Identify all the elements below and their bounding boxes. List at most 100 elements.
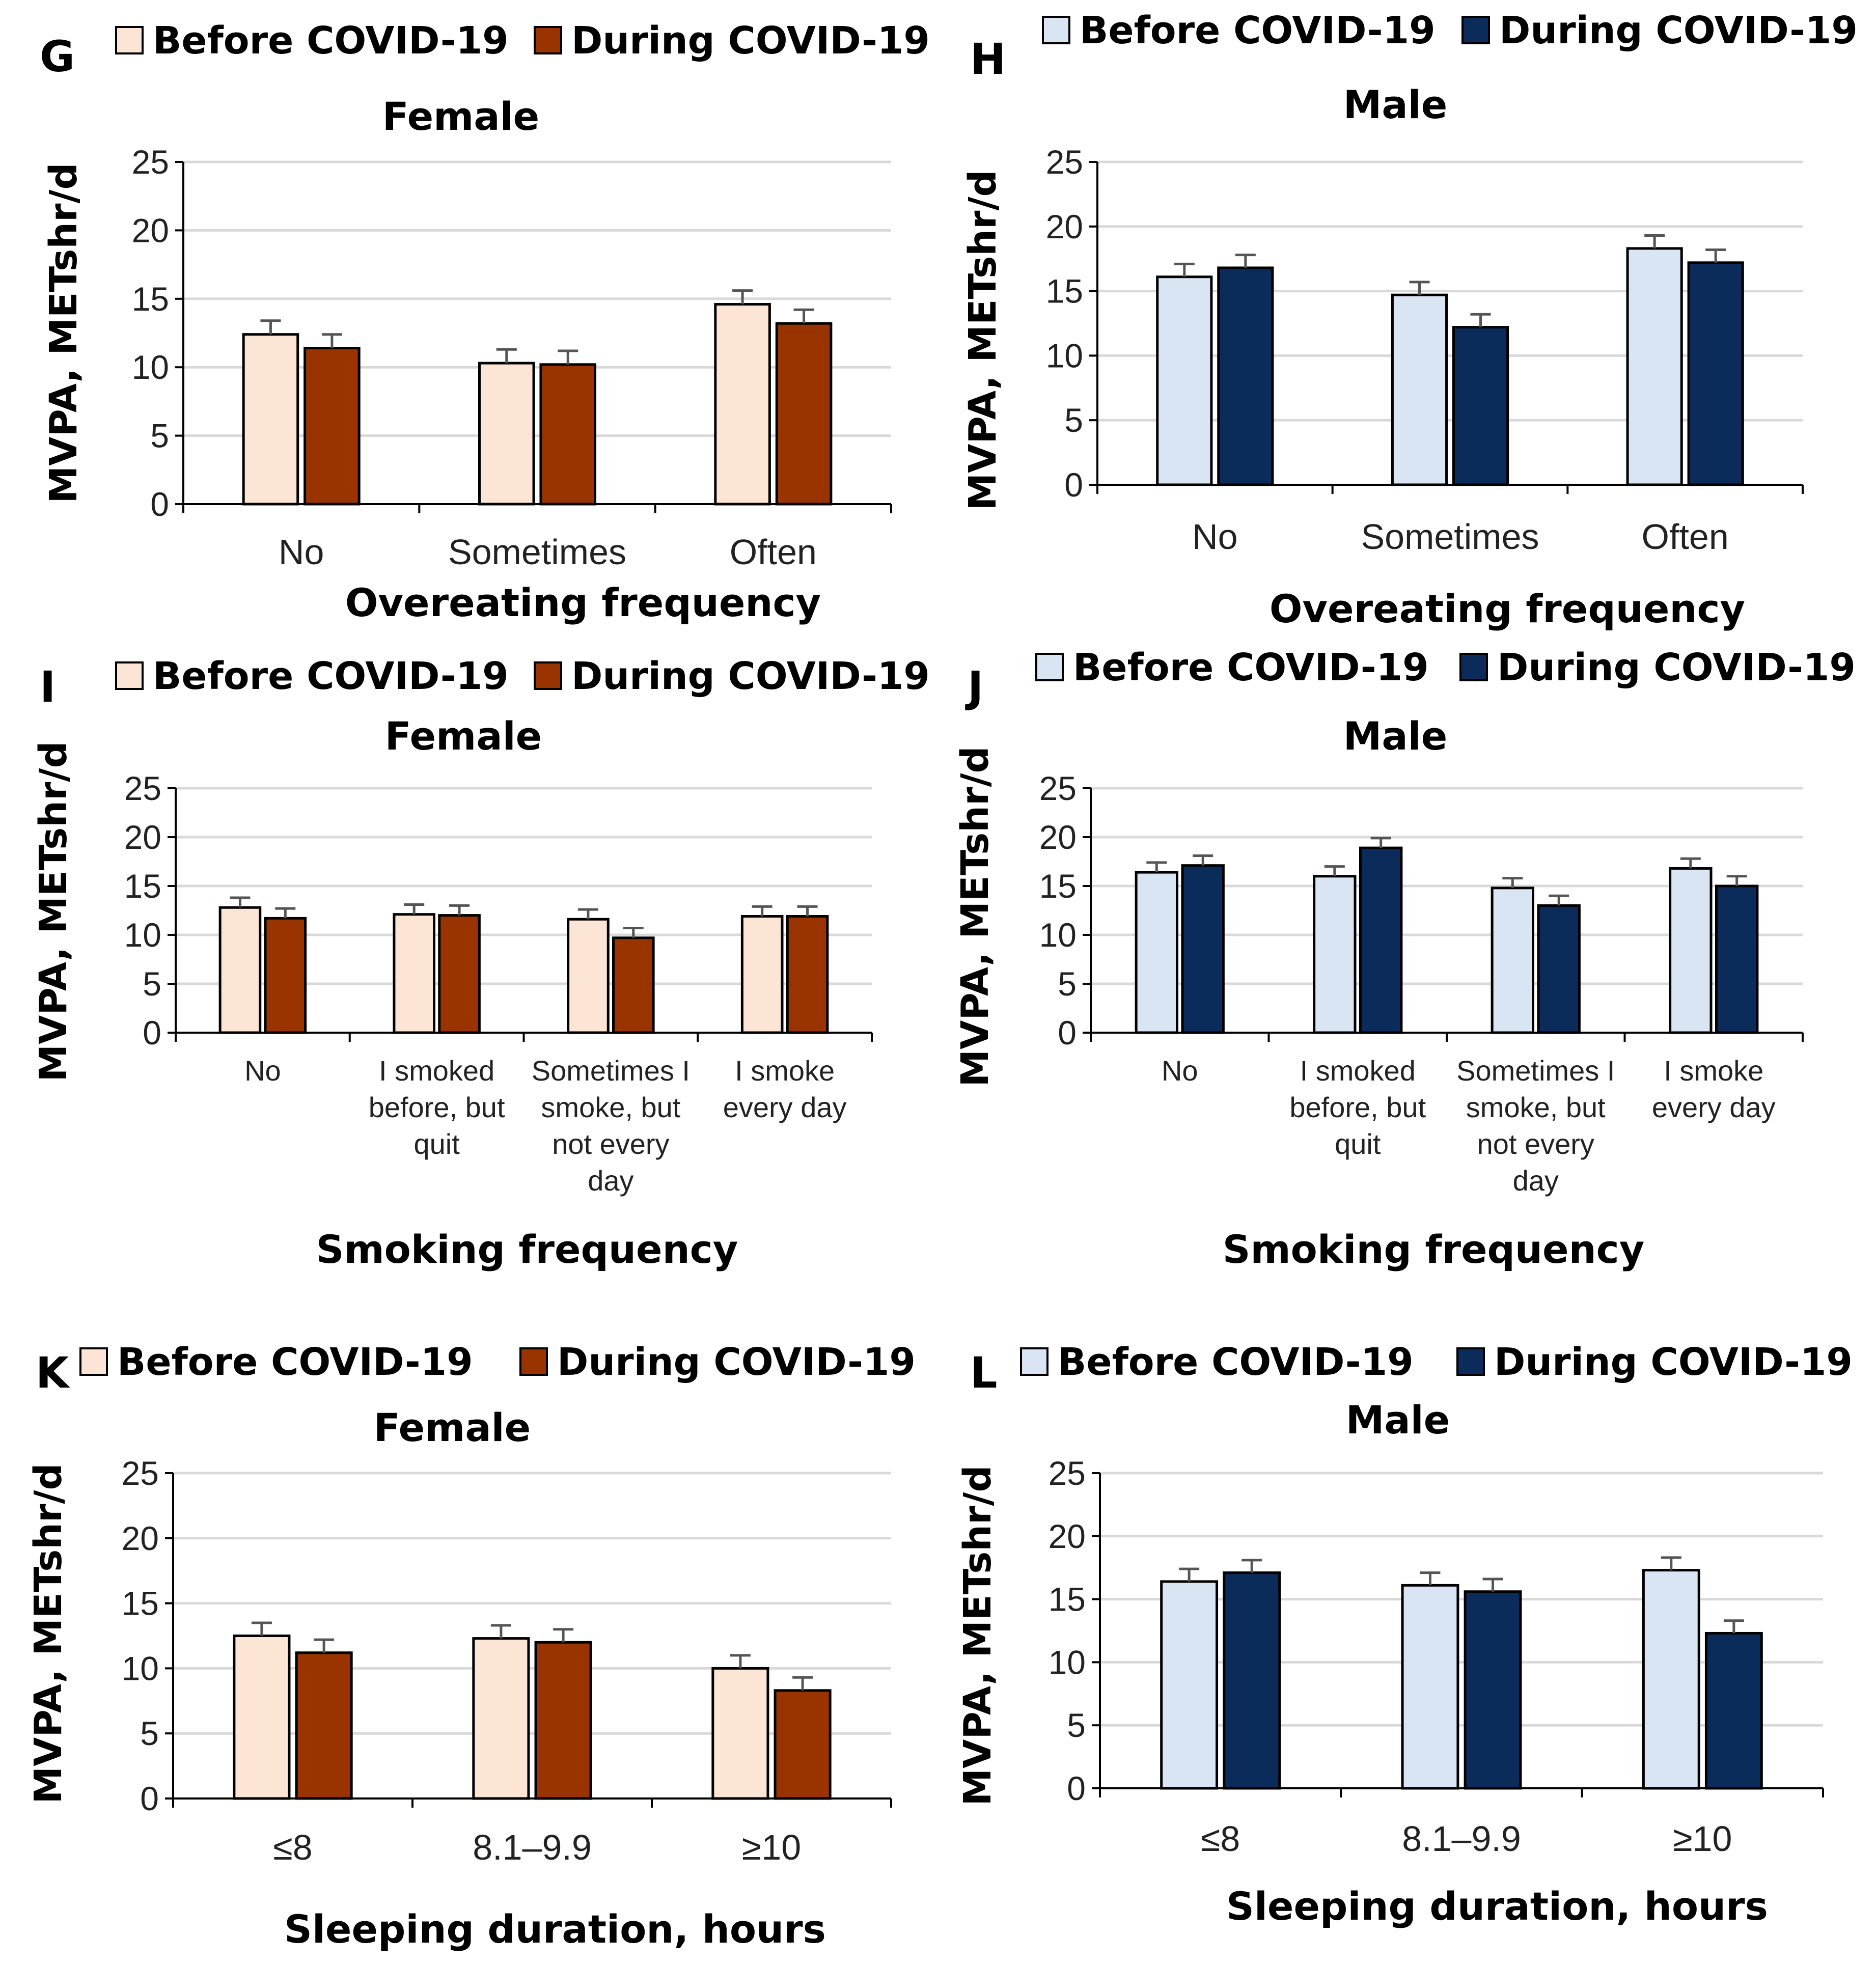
chart-title: Female [382,94,539,139]
bar-during [1181,864,1225,1034]
legend-swatch-before [1042,16,1070,44]
y-tick-label: 10 [1046,337,1083,374]
y-tick-label: 10 [122,1649,159,1687]
bar-during [264,917,307,1034]
category-label-line: every day [723,1091,847,1123]
legend-label-during: During COVID-19 [571,19,930,63]
category-label: Often [730,532,817,572]
category-label: Sometimes [1361,517,1539,557]
bar-during [1359,846,1403,1034]
category-label: ≥10 [742,1828,801,1867]
legend-swatch-before [79,1347,108,1376]
category-label: Often [1642,517,1729,557]
bar-before [1401,1584,1459,1790]
y-tick-label: 5 [140,1714,159,1752]
x-axis-label: Smoking frequency [1223,1227,1645,1272]
bar-during [774,1689,832,1800]
y-tick-label: 25 [1039,769,1077,807]
bar-before [393,913,435,1034]
bar-before [1160,1580,1219,1790]
legend-label-before: Before COVID-19 [1073,646,1429,689]
y-axis-label: MVPA, METshr/d [953,746,997,1087]
panel-g: G Before COVID-19 During COVID-19 Female 0 5 1… [40,19,930,625]
y-tick-label: 15 [124,867,161,905]
category-label-line: not every [552,1128,669,1160]
y-axis-label: MVPA, METshr/d [956,1465,1000,1806]
bar-before [1313,875,1357,1034]
category-label-line: every day [1652,1091,1776,1123]
y-tick-label: 15 [1046,272,1083,310]
bar-during [295,1651,353,1800]
bar-before [1642,1569,1700,1790]
category-label: No [1162,1055,1198,1087]
bar-before [567,918,610,1034]
y-tick-label: 25 [122,1454,159,1492]
bar-during [1687,261,1744,486]
y-tick-label: 5 [1064,401,1083,439]
y-tick-label: 15 [1039,867,1077,905]
y-tick-label: 20 [1049,1517,1086,1555]
y-tick-label: 10 [1039,916,1077,954]
category-label-line: day [588,1165,633,1197]
bar-before [1156,275,1213,486]
y-tick-label: 0 [150,485,169,523]
y-tick-label: 10 [132,348,169,386]
y-tick-label: 25 [1046,143,1083,181]
bar-before [218,906,262,1034]
panel-k: K Before COVID-19 During COVID-19 Female 0 5 1… [26,1340,916,1952]
legend-swatch-before [115,26,144,54]
bar-before [242,333,299,506]
category-label-line: not every [1477,1128,1594,1160]
y-tick-label: 0 [140,1780,159,1817]
y-tick-label: 25 [132,143,169,181]
y-tick-label: 15 [1049,1581,1086,1618]
y-tick-label: 5 [1067,1706,1086,1744]
category-label: No [279,532,324,572]
bar-during [612,936,655,1034]
bar-before [1626,247,1683,486]
legend-label-during: During COVID-19 [1497,646,1856,689]
bar-during [1715,884,1759,1034]
category-label: ≤8 [1201,1819,1240,1859]
y-tick-label: 0 [143,1014,161,1051]
legend-swatch-during [1461,16,1490,44]
category-label-line: Sometimes I [532,1055,690,1087]
category-label-line: I smoke [735,1055,835,1087]
y-axis-label: MVPA, METshr/d [42,163,86,504]
y-tick-label: 0 [1067,1769,1086,1807]
y-tick-label: 25 [124,769,161,807]
legend-label-during: During COVID-19 [571,654,930,698]
bar-during [1452,326,1509,486]
bar-during [1217,266,1274,486]
category-label: Sometimes I smoke, but not every day [1456,1055,1615,1197]
y-tick-label: 20 [132,211,169,249]
category-label-line: quit [413,1128,460,1160]
category-label-line: smoke, but [541,1091,680,1123]
y-tick-label: 0 [1058,1014,1077,1051]
legend-label-before: Before COVID-19 [153,19,509,63]
x-axis-label: Overeating frequency [1270,586,1745,631]
legend-label-during: During COVID-19 [1499,9,1858,52]
category-label: I smoked before, but quit [369,1055,505,1160]
bar-during [1537,904,1581,1034]
legend-swatch-during [519,1347,548,1376]
bar-during [775,322,833,506]
legend-swatch-during [534,26,562,54]
bar-during [539,363,597,506]
y-tick-label: 15 [132,280,169,318]
category-label: No [244,1055,281,1087]
legend-swatch-during [1456,1347,1485,1376]
category-label: ≤8 [273,1828,312,1867]
bar-before [1669,867,1713,1034]
y-axis-label: MVPA, METshr/d [32,741,75,1082]
bar-before [1135,871,1179,1034]
y-tick-label: 25 [1049,1454,1086,1492]
category-label-line: quit [1335,1128,1381,1160]
bar-before [714,303,771,506]
category-label-line: I smoked [379,1055,494,1087]
category-label-line: I smoke [1664,1055,1763,1087]
bar-before [1491,887,1535,1034]
bar-before [233,1635,291,1800]
panel-letter: I [40,662,56,712]
